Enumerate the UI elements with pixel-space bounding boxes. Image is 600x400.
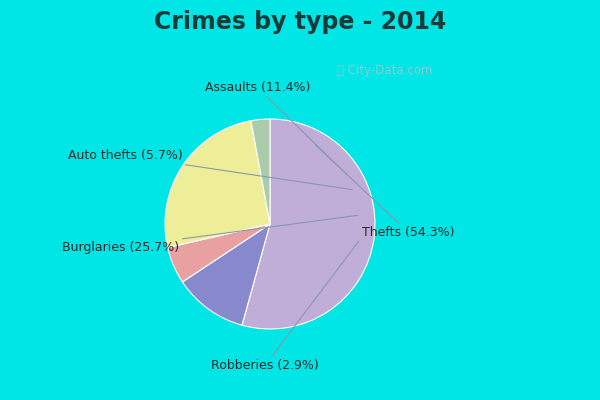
Wedge shape xyxy=(251,119,270,224)
Wedge shape xyxy=(167,224,270,282)
Text: Robberies (2.9%): Robberies (2.9%) xyxy=(211,241,359,372)
Text: Auto thefts (5.7%): Auto thefts (5.7%) xyxy=(68,149,352,190)
Wedge shape xyxy=(165,121,270,248)
Text: Burglaries (25.7%): Burglaries (25.7%) xyxy=(62,215,358,254)
Wedge shape xyxy=(182,224,270,325)
Text: Crimes by type - 2014: Crimes by type - 2014 xyxy=(154,10,446,34)
Text: Assaults (11.4%): Assaults (11.4%) xyxy=(205,81,347,175)
Text: ⓘ City-Data.com: ⓘ City-Data.com xyxy=(337,64,433,77)
Text: Thefts (54.3%): Thefts (54.3%) xyxy=(315,145,455,239)
Wedge shape xyxy=(242,119,375,329)
